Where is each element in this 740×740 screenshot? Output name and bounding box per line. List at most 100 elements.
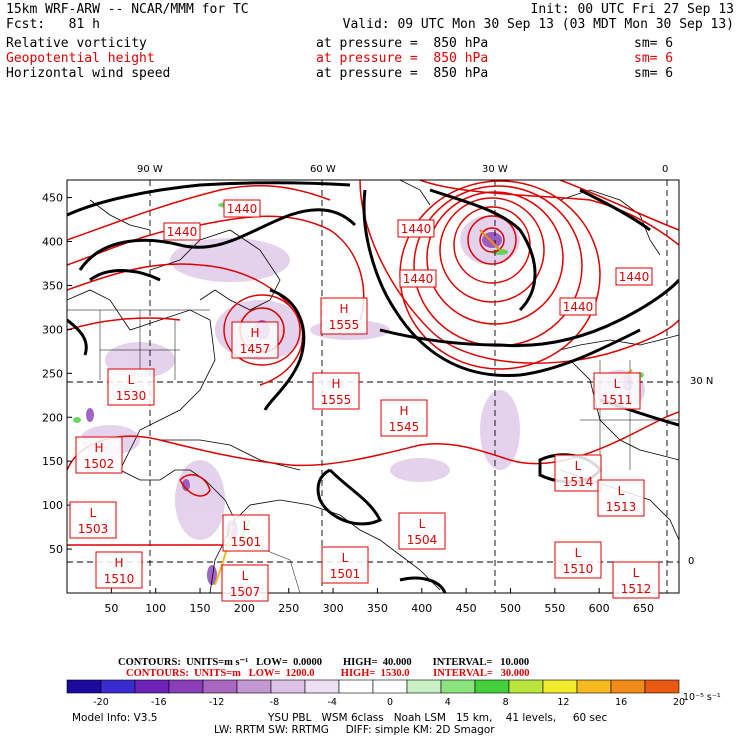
lon-label-30w: 30 W xyxy=(482,164,508,175)
svg-text:1440: 1440 xyxy=(403,272,434,286)
y-tick-label: 250 xyxy=(42,367,63,380)
system-type: L xyxy=(128,373,135,387)
system-value: 1457 xyxy=(240,342,271,356)
field-level-wind: at pressure = 850 hPa xyxy=(316,66,489,81)
colorbar-swatch xyxy=(66,679,102,694)
pressure-system-low: L 1514 xyxy=(554,454,602,492)
colorbar-label: -20 xyxy=(93,697,109,708)
system-value: 1555 xyxy=(329,318,360,332)
pressure-system-low: L 1501 xyxy=(222,514,270,552)
colorbar-label: -12 xyxy=(209,697,225,708)
pressure-system-low: L 1503 xyxy=(69,501,117,539)
x-tick-label: 50 xyxy=(104,602,118,615)
system-value: 1512 xyxy=(621,582,652,596)
pressure-system-low: L 1513 xyxy=(597,479,645,517)
lat-label-30n: 30 N xyxy=(690,376,714,387)
system-value: 1514 xyxy=(563,475,594,489)
height-contour-label: 1440 xyxy=(615,267,653,286)
pressure-systems: H 1457 H 1555 H 1555 H 1545 L 1530 H 1502 L 1503 H 1510… xyxy=(69,297,660,602)
y-tick-label: 150 xyxy=(42,455,63,468)
system-value: 1513 xyxy=(606,500,637,514)
field-name-wind: Horizontal wind speed xyxy=(6,66,171,81)
pressure-system-high: H 1510 xyxy=(95,551,143,589)
svg-text:1440: 1440 xyxy=(227,202,258,216)
colorbar-swatch xyxy=(542,679,578,694)
colorbar-swatch xyxy=(406,679,442,694)
colorbar-label: 16 xyxy=(615,697,627,708)
system-type: H xyxy=(339,302,348,316)
contours-wind-legend: CONTOURS: UNITS=m s⁻¹ LOW= 0.0000 HIGH= … xyxy=(118,657,530,668)
colorbar-swatch xyxy=(304,679,340,694)
system-value: 1503 xyxy=(78,522,109,536)
system-type: L xyxy=(614,377,621,391)
colorbar-label: 0 xyxy=(387,697,393,708)
colorbar-swatch xyxy=(508,679,544,694)
field-sm-wind: sm= 6 xyxy=(634,66,674,81)
colorbar-swatch xyxy=(576,679,612,694)
colorbar-swatch xyxy=(134,679,170,694)
system-value: 1501 xyxy=(231,535,262,549)
height-contour-label: 1440 xyxy=(163,222,201,241)
pressure-system-low: L 1501 xyxy=(321,546,369,584)
system-type: L xyxy=(90,506,97,520)
x-tick-label: 550 xyxy=(544,602,565,615)
svg-text:1440: 1440 xyxy=(619,270,650,284)
colorbar-label: -8 xyxy=(270,697,279,708)
lon-label-60w: 60 W xyxy=(310,164,336,175)
physics-line-1: YSU PBL WSM 6class Noah LSM 15 km, 41 le… xyxy=(268,712,608,724)
x-tick-label: 100 xyxy=(145,602,166,615)
system-type: H xyxy=(114,556,123,570)
x-tick-label: 350 xyxy=(367,602,388,615)
height-contour-label: 1440 xyxy=(397,219,435,238)
x-tick-label: 450 xyxy=(456,602,477,615)
colorbar-swatch xyxy=(202,679,238,694)
colorbar-swatch xyxy=(270,679,306,694)
pressure-system-high: H 1457 xyxy=(231,321,279,359)
colorbar-swatch xyxy=(168,679,204,694)
x-tick-label: 600 xyxy=(589,602,610,615)
system-value: 1510 xyxy=(563,562,594,576)
svg-text:1440: 1440 xyxy=(167,225,198,239)
height-contour-label: 1440 xyxy=(559,297,597,316)
pressure-system-high: H 1555 xyxy=(312,372,360,410)
x-tick-label: 150 xyxy=(190,602,211,615)
pressure-system-high: H 1555 xyxy=(320,297,368,335)
valid-time: Valid: 09 UTC Mon 30 Sep 13 (03 MDT Mon … xyxy=(342,17,734,32)
x-tick-label: 500 xyxy=(500,602,521,615)
colorbar-swatch xyxy=(236,679,272,694)
field-sm-vorticity: sm= 6 xyxy=(634,36,674,51)
y-tick-label: 100 xyxy=(42,499,63,512)
physics-line-2: LW: RRTM SW: RRTMG DIFF: simple KM: 2D S… xyxy=(214,724,495,736)
field-level-vorticity: at pressure = 850 hPa xyxy=(316,36,489,51)
colorbar-label: 8 xyxy=(503,697,509,708)
colorbar-labels: -20 -16 -12 -8 -4 0 4 8 12 16 20 xyxy=(93,697,685,708)
pressure-system-low: L 1512 xyxy=(612,561,660,599)
lat-label-0: 0 xyxy=(688,556,695,567)
system-type: L xyxy=(243,519,250,533)
colorbar-label: -4 xyxy=(327,697,336,708)
x-tick-label: 300 xyxy=(323,602,344,615)
pressure-system-low: L 1504 xyxy=(398,512,446,550)
x-tick-label: 250 xyxy=(278,602,299,615)
system-value: 1555 xyxy=(321,393,352,407)
y-tick-label: 300 xyxy=(42,323,63,336)
colorbar-swatch xyxy=(100,679,136,694)
colorbar-label: -16 xyxy=(151,697,167,708)
model-title: 15km WRF-ARW -- NCAR/MMM for TC xyxy=(6,2,249,17)
contours-height-legend: CONTOURS: UNITS=m LOW= 1200.0 HIGH= 1530… xyxy=(126,668,530,679)
x-tick-label: 200 xyxy=(234,602,255,615)
colorbar-swatch xyxy=(644,679,680,694)
pressure-system-high: H 1545 xyxy=(380,399,428,437)
x-tick-label: 400 xyxy=(411,602,432,615)
system-type: L xyxy=(633,566,640,580)
field-name-vorticity: Relative vorticity xyxy=(6,36,147,51)
svg-text:1440: 1440 xyxy=(563,300,594,314)
field-name-height: Geopotential height xyxy=(6,51,155,66)
y-tick-label: 400 xyxy=(42,236,63,249)
system-value: 1507 xyxy=(230,585,261,599)
lon-label-90w: 90 W xyxy=(137,164,163,175)
system-type: H xyxy=(250,326,259,340)
colorbar-label: 20 xyxy=(673,697,685,708)
colorbar-label: 12 xyxy=(557,697,569,708)
